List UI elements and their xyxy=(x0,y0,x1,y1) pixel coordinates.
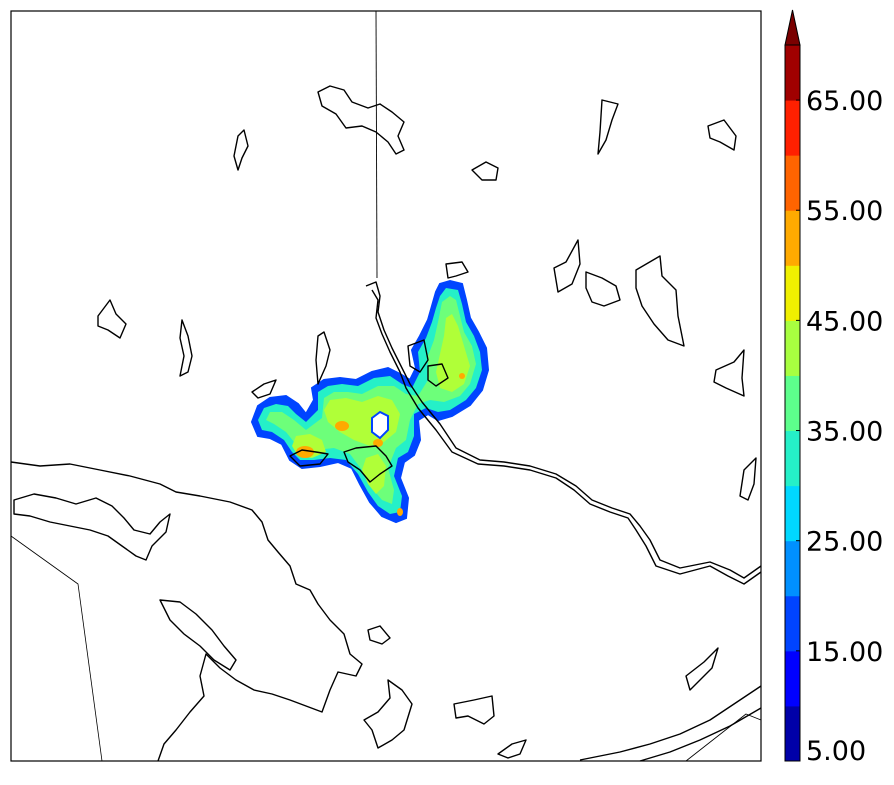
river-main-bank xyxy=(371,289,762,585)
lake-field-south xyxy=(343,445,393,483)
colorbar-segment xyxy=(785,265,800,321)
map-frame xyxy=(10,10,762,762)
lake-center-west xyxy=(315,331,331,385)
colorbar-outline xyxy=(784,44,801,762)
lake-east-5 xyxy=(739,457,757,501)
field-core-south xyxy=(362,454,386,494)
lake-south-1 xyxy=(363,679,413,749)
colorbar-tick-label: 15.00 xyxy=(806,637,883,668)
river-main xyxy=(365,281,762,579)
field-hotspot-4 xyxy=(397,508,403,516)
colorbar-segment xyxy=(785,485,800,542)
colorbar-segment xyxy=(785,540,800,597)
coastline-southeast xyxy=(579,685,762,761)
lake-south-center xyxy=(367,625,391,645)
lake-southeast xyxy=(685,647,719,691)
colorbar-segment xyxy=(785,100,800,156)
colorbar-extend-arrow xyxy=(784,9,801,46)
colorbar-tick-label: 35.00 xyxy=(806,417,883,448)
colorbar-segment xyxy=(785,375,800,432)
lake-northeast-1 xyxy=(597,99,619,155)
coastline-west-inlet xyxy=(13,493,171,561)
lake-south-2 xyxy=(453,695,495,725)
colorbar-segment xyxy=(785,155,800,211)
colorbar-tick-label: 25.00 xyxy=(806,527,883,558)
colorbar-segment xyxy=(785,595,800,652)
lake-field-inner-2 xyxy=(427,363,449,387)
field-hotspot-3 xyxy=(373,439,383,447)
colorbar-segment xyxy=(785,705,800,762)
colorbar-tick-label: 65.00 xyxy=(806,86,883,117)
lake-field-west xyxy=(251,379,277,399)
colorbar-segment xyxy=(785,650,800,707)
colorbar-segment xyxy=(785,430,800,487)
field-hole xyxy=(371,410,389,440)
colorbar-ticks: 5.00 15.00 25.00 35.00 45.00 55.00 65.00 xyxy=(796,86,883,767)
colorbar-tick-label: 5.00 xyxy=(806,736,866,767)
coastlines xyxy=(10,10,762,762)
coastline-bay xyxy=(159,599,237,671)
colorbar xyxy=(784,9,801,762)
lake-east-1 xyxy=(553,239,581,293)
lake-west-2 xyxy=(179,319,193,377)
field-hotspot-2 xyxy=(335,421,349,431)
boundary-line-southeast xyxy=(685,713,762,762)
field-hotspot-1 xyxy=(296,446,314,458)
lake-east-4 xyxy=(713,349,745,397)
boundary-line-north xyxy=(375,10,378,279)
lake-east-3 xyxy=(635,255,685,347)
lake-north-center xyxy=(471,161,499,181)
lake-north-west xyxy=(233,129,249,171)
colorbar-segment xyxy=(785,320,800,376)
lake-west-1 xyxy=(97,299,127,339)
field-core-east xyxy=(436,314,470,392)
lake-center-north xyxy=(445,261,469,279)
lake-northeast-2 xyxy=(707,119,737,151)
colorbar-segment xyxy=(785,210,800,266)
colorbar-tick-label: 45.00 xyxy=(806,306,883,337)
field-hotspot-5 xyxy=(459,373,465,379)
colorbar-segment xyxy=(785,45,800,101)
lake-south-3 xyxy=(497,739,527,759)
lake-east-2 xyxy=(585,271,621,307)
lake-field-southwest xyxy=(289,449,329,467)
lake-field-inner xyxy=(407,339,429,373)
boundary-line-southwest xyxy=(10,535,103,762)
colorbar-tick-label: 55.00 xyxy=(806,196,883,227)
coastline-southwest xyxy=(10,461,363,762)
lake-north xyxy=(317,85,405,155)
coastline-southeast-2 xyxy=(639,707,762,762)
